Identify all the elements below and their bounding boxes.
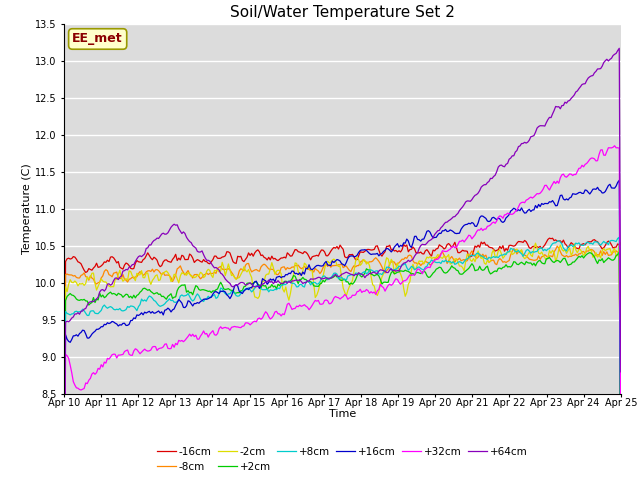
+2cm [129, 295, 136, 301]
+8cm [129, 303, 136, 309]
-16cm [588, 239, 595, 245]
+64cm [129, 262, 136, 267]
-2cm [303, 266, 311, 272]
+64cm [254, 283, 262, 289]
Line: +8cm: +8cm [64, 237, 621, 480]
Line: -2cm: -2cm [64, 242, 621, 480]
Title: Soil/Water Temperature Set 2: Soil/Water Temperature Set 2 [230, 5, 455, 20]
-2cm [586, 248, 594, 254]
+16cm [129, 318, 136, 324]
-2cm [129, 273, 136, 278]
-2cm [254, 296, 262, 301]
-16cm [226, 250, 234, 256]
+16cm [586, 191, 594, 197]
+8cm [616, 234, 623, 240]
Line: +64cm: +64cm [64, 48, 621, 480]
+32cm [129, 352, 136, 358]
+64cm [586, 74, 594, 80]
+2cm [586, 250, 594, 255]
Y-axis label: Temperature (C): Temperature (C) [22, 163, 32, 254]
Line: +16cm: +16cm [64, 180, 621, 480]
-16cm [546, 235, 554, 241]
+8cm [226, 291, 234, 297]
Line: +2cm: +2cm [64, 252, 621, 480]
-8cm [226, 267, 234, 273]
Line: -16cm: -16cm [64, 238, 621, 480]
+2cm [303, 279, 311, 285]
+32cm [244, 321, 252, 326]
+8cm [303, 278, 311, 284]
+16cm [303, 266, 311, 272]
+64cm [244, 281, 252, 287]
+16cm [616, 178, 623, 183]
-16cm [244, 250, 252, 256]
+2cm [616, 249, 623, 255]
+64cm [226, 280, 234, 286]
+64cm [303, 278, 311, 284]
-16cm [254, 247, 262, 253]
Line: -8cm: -8cm [64, 246, 621, 480]
+8cm [254, 284, 262, 289]
+64cm [616, 46, 623, 51]
+16cm [244, 287, 252, 292]
+32cm [611, 143, 618, 149]
-2cm [617, 240, 625, 245]
+16cm [254, 282, 262, 288]
+2cm [254, 281, 262, 287]
+16cm [617, 456, 625, 462]
-8cm [588, 247, 595, 252]
Line: +32cm: +32cm [64, 146, 621, 480]
+16cm [226, 296, 234, 301]
Legend: -16cm, -8cm, -2cm, +2cm, +8cm, +16cm, +32cm, +64cm: -16cm, -8cm, -2cm, +2cm, +8cm, +16cm, +3… [157, 447, 528, 472]
+32cm [303, 304, 311, 310]
-8cm [303, 266, 311, 272]
+32cm [586, 156, 594, 162]
Text: EE_met: EE_met [72, 33, 123, 46]
-16cm [303, 251, 311, 257]
-2cm [244, 266, 252, 272]
+2cm [226, 287, 234, 293]
+8cm [586, 241, 594, 247]
-16cm [129, 266, 136, 272]
+2cm [244, 280, 252, 286]
-8cm [244, 261, 252, 266]
-8cm [254, 268, 262, 274]
-8cm [129, 274, 136, 280]
+8cm [244, 285, 252, 290]
X-axis label: Time: Time [329, 409, 356, 419]
-8cm [554, 243, 561, 249]
-2cm [226, 267, 234, 273]
+32cm [226, 327, 234, 333]
+32cm [254, 316, 262, 322]
+32cm [617, 434, 625, 440]
+64cm [617, 369, 625, 375]
